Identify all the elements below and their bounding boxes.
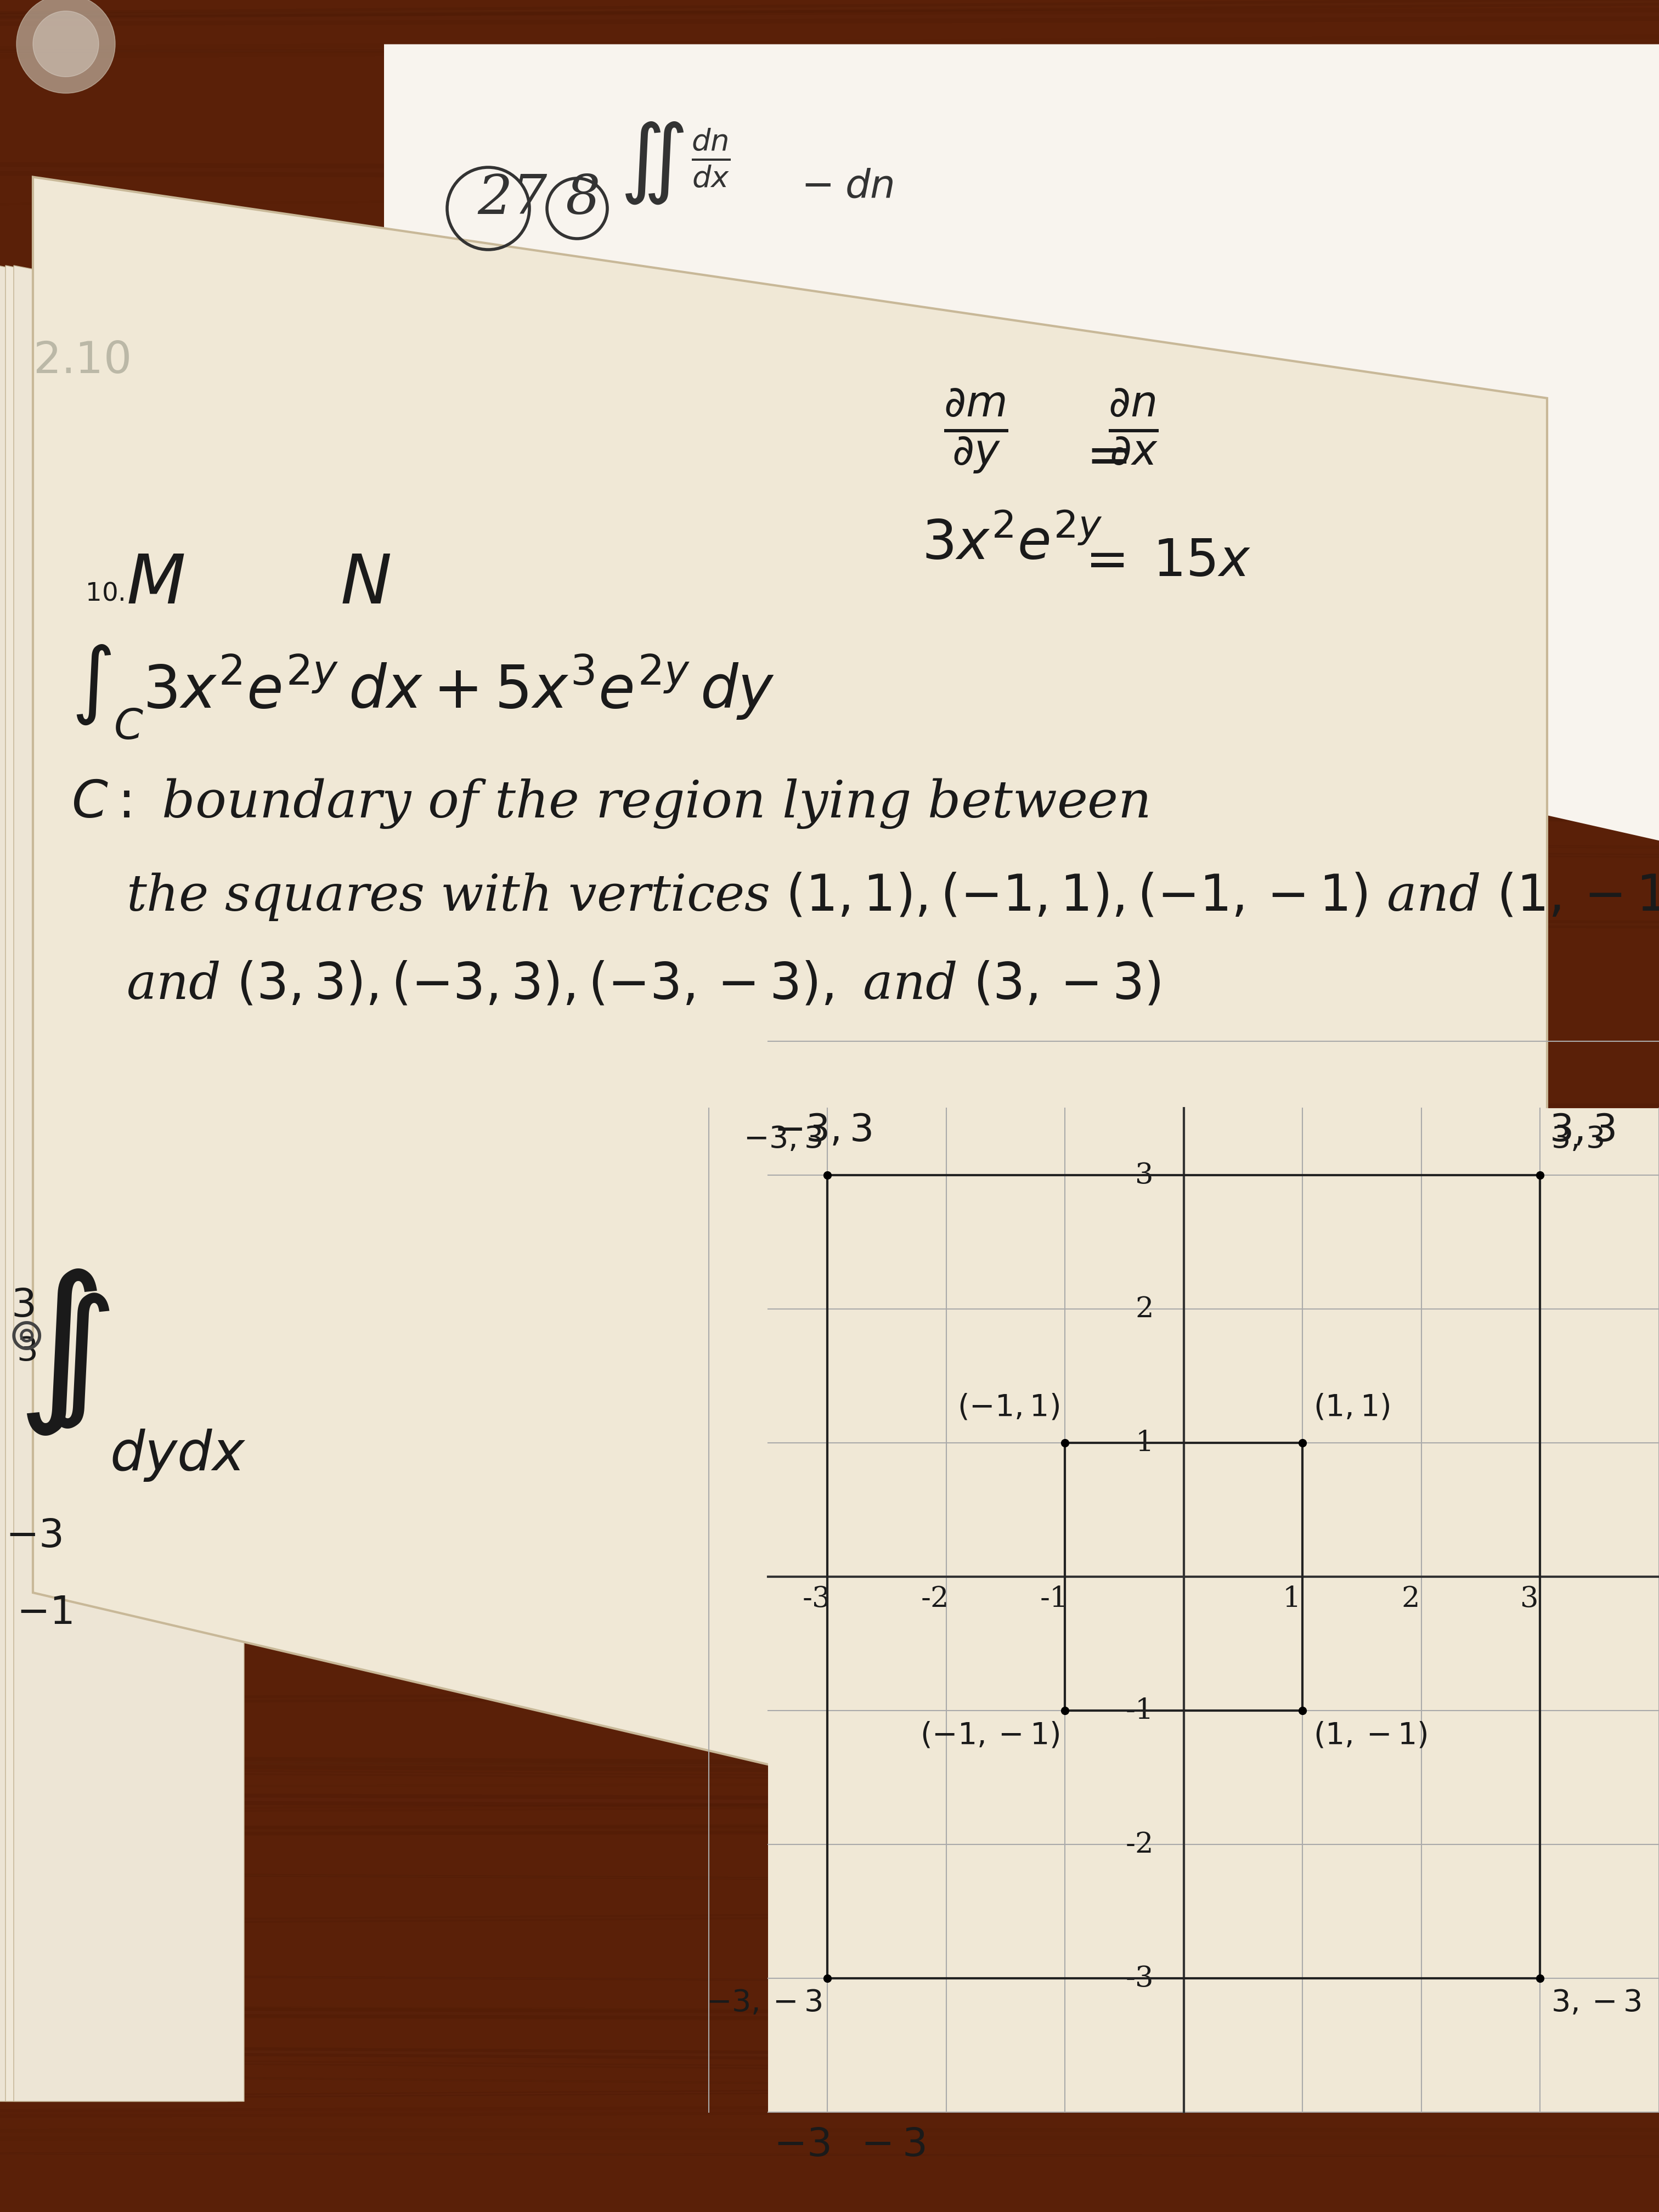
Text: $\frac{dn}{dx}$: $\frac{dn}{dx}$ [692,126,730,188]
Text: $C:$ boundary of the region lying between: $C:$ boundary of the region lying betwee… [71,776,1150,830]
Text: and $(3,3),(-3,3),(-3,-3),$ and $(3,-3)$: and $(3,3),(-3,3),(-3,-3),$ and $(3,-3)$ [126,960,1161,1009]
Polygon shape [13,265,244,2101]
Text: $3,-3$: $3,-3$ [1551,1989,1641,2017]
Text: -2: -2 [921,1586,949,1613]
Polygon shape [5,265,236,2101]
Text: the squares with vertices $(1,1),(-1,1),(-1,-1)$ and $(1,-1)$: the squares with vertices $(1,1),(-1,1),… [126,872,1659,922]
Text: $-1$: $-1$ [17,1593,73,1632]
Text: $(-1,-1)$: $(-1,-1)$ [921,1721,1060,1750]
Text: $(1,1)$: $(1,1)$ [1314,1391,1390,1422]
Text: $N$: $N$ [340,551,392,617]
Text: $3x^2e^{2y}$: $3x^2e^{2y}$ [922,518,1103,571]
Text: 1: 1 [1282,1586,1301,1613]
Text: $-3,3$: $-3,3$ [773,1113,871,1148]
Text: $-3,3$: $-3,3$ [743,1124,821,1155]
Text: $dydx$: $dydx$ [109,1427,246,1482]
Text: $\int$: $\int$ [43,1292,109,1429]
Text: $3$: $3$ [17,1334,36,1367]
Polygon shape [0,265,219,2101]
Text: $=$: $=$ [1075,431,1126,484]
Text: 1: 1 [1135,1429,1153,1458]
Text: 2: 2 [1402,1586,1420,1613]
Text: $\iint$: $\iint$ [620,119,684,206]
Text: $\int_C 3x^2e^{2y}\,dx + 5x^3e^{2y}\,dy$: $\int_C 3x^2e^{2y}\,dx + 5x^3e^{2y}\,dy$ [71,644,775,741]
Text: $3$: $3$ [12,1285,35,1325]
Text: -3: -3 [1125,1964,1153,1993]
Text: 27: 27 [478,173,547,226]
Polygon shape [0,265,227,2101]
Text: $\circledcirc$: $\circledcirc$ [8,1316,41,1358]
Circle shape [17,0,114,93]
Text: $\int$: $\int$ [17,1267,98,1438]
Text: $^{10.}$: $^{10.}$ [85,586,124,622]
Text: $(-1,1)$: $(-1,1)$ [957,1391,1060,1422]
Text: -3: -3 [803,1586,831,1613]
Text: $\frac{\partial m}{\partial y}$: $\frac{\partial m}{\partial y}$ [944,387,1009,476]
Polygon shape [383,44,1659,841]
Text: $2.10$: $2.10$ [33,341,129,383]
Text: $M$: $M$ [126,551,184,617]
Polygon shape [33,177,1548,1947]
Text: $(1,-1)$: $(1,-1)$ [1314,1721,1427,1750]
Text: -1: -1 [1040,1586,1068,1613]
Text: $3,3$: $3,3$ [1550,1113,1616,1148]
Text: $\frac{\partial n}{\partial x}$: $\frac{\partial n}{\partial x}$ [1108,387,1158,467]
Text: $3,3$: $3,3$ [1551,1124,1604,1155]
Text: $-3$: $-3$ [5,1517,61,1555]
Text: 3: 3 [1520,1586,1538,1613]
Circle shape [33,11,100,77]
Text: $-3,-3$: $-3,-3$ [707,1989,821,2017]
Text: 2: 2 [1135,1296,1153,1323]
Text: $- \; dn$: $- \; dn$ [801,168,894,206]
Text: $-3 \;\; -3$: $-3 \;\; -3$ [773,2126,926,2163]
Text: 8: 8 [566,173,601,226]
Text: -1: -1 [1125,1697,1153,1725]
Text: $= \; 15x$: $= \; 15x$ [1075,538,1251,586]
Text: 3: 3 [1135,1161,1153,1190]
Bar [768,1108,1659,2112]
Text: -2: -2 [1125,1832,1153,1858]
